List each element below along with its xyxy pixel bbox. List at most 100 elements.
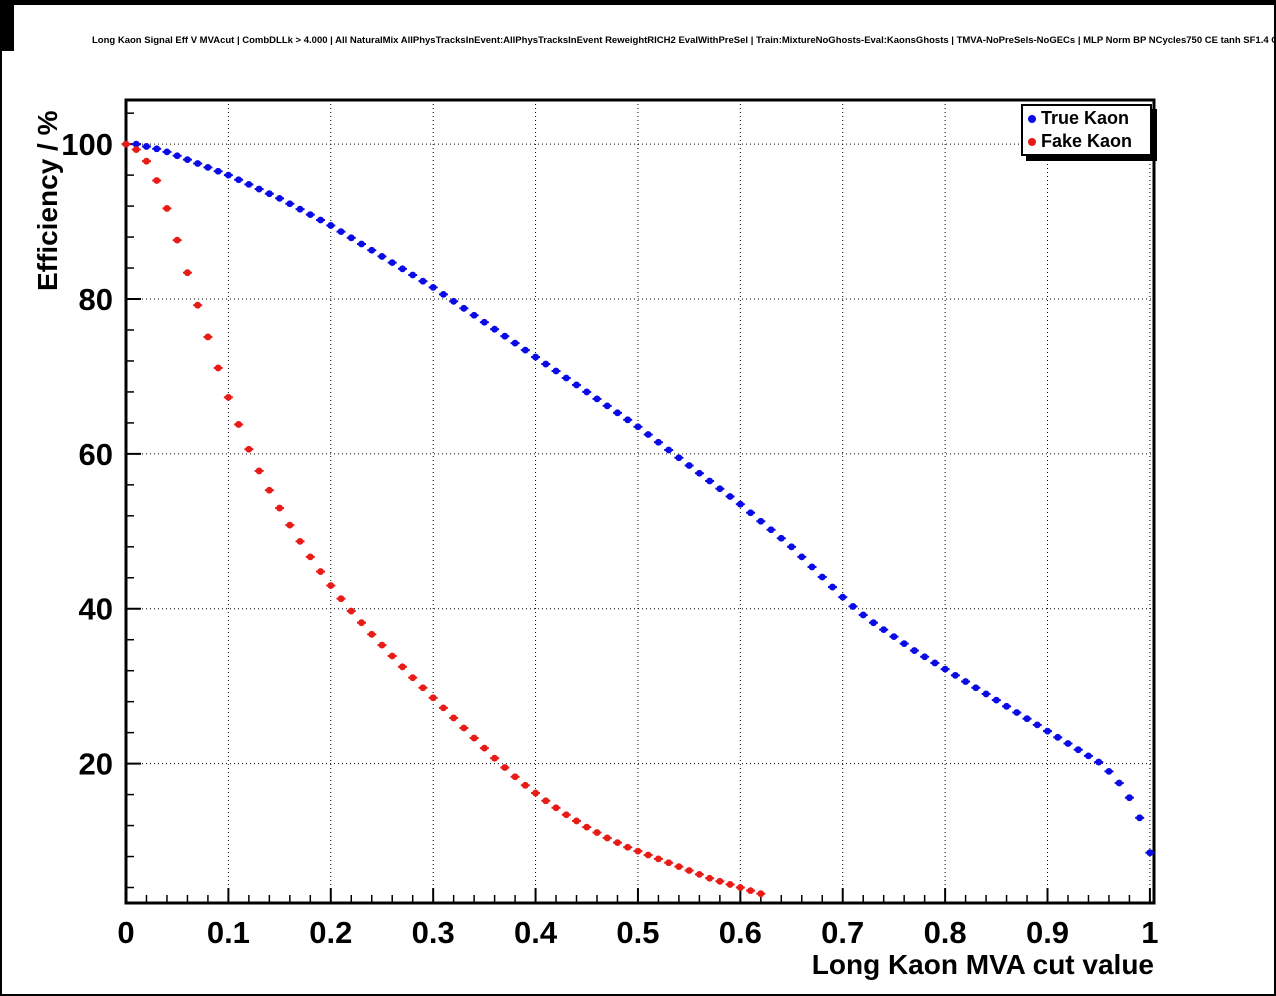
- data-point: [665, 859, 673, 867]
- data-point: [368, 630, 376, 638]
- data-point: [593, 829, 601, 836]
- data-point: [962, 678, 970, 685]
- data-point: [603, 834, 611, 842]
- data-point: [409, 674, 417, 682]
- data-point: [706, 874, 714, 882]
- data-point: [276, 504, 283, 512]
- data-point: [255, 467, 263, 475]
- data-point: [358, 619, 365, 627]
- data-point: [1033, 721, 1041, 729]
- data-point: [695, 469, 703, 477]
- data-point: [450, 714, 458, 722]
- data-point: [624, 416, 632, 424]
- data-point: [757, 517, 765, 525]
- data-point: [388, 259, 396, 267]
- data-point: [419, 684, 427, 692]
- data-point: [818, 573, 826, 581]
- data-point: [1074, 746, 1082, 754]
- data-point: [122, 140, 130, 148]
- x-tick-label: 0.1: [207, 915, 250, 950]
- data-point: [532, 353, 539, 361]
- data-point: [777, 534, 785, 542]
- data-point: [1115, 779, 1123, 787]
- data-point: [1126, 794, 1133, 802]
- data-point: [286, 200, 294, 208]
- data-point: [757, 890, 765, 898]
- data-point: [870, 619, 877, 627]
- data-point: [521, 781, 529, 789]
- x-tick-label: 0.5: [616, 915, 659, 950]
- data-point: [204, 333, 212, 341]
- data-point: [429, 694, 437, 702]
- data-point: [184, 269, 191, 277]
- data-point: [306, 553, 314, 561]
- data-point: [163, 148, 171, 156]
- data-point: [747, 509, 754, 517]
- data-point: [675, 863, 683, 871]
- data-point: [859, 611, 867, 619]
- data-point: [245, 445, 253, 453]
- data-point: [1044, 727, 1051, 735]
- x-tick-label: 0: [117, 915, 134, 950]
- x-tick-label: 0.4: [514, 915, 558, 950]
- data-point: [1136, 814, 1144, 822]
- data-point: [665, 446, 673, 454]
- data-point: [624, 843, 632, 851]
- data-point: [655, 855, 662, 863]
- data-point: [972, 684, 980, 692]
- legend-entry-fake-kaon: Fake Kaon: [1023, 130, 1150, 153]
- data-point: [511, 773, 519, 781]
- data-point: [542, 360, 550, 368]
- data-point: [327, 582, 335, 589]
- data-point: [1095, 758, 1103, 766]
- data-point: [798, 553, 806, 561]
- data-point: [716, 485, 724, 493]
- data-point: [194, 301, 202, 309]
- data-point: [224, 171, 232, 179]
- data-point: [1064, 740, 1072, 747]
- x-tick-label: 0.7: [821, 915, 864, 950]
- data-point: [173, 152, 181, 160]
- data-point: [951, 671, 959, 679]
- true-kaon-marker-icon: [1028, 114, 1036, 123]
- data-point: [153, 145, 161, 153]
- data-point: [726, 493, 734, 500]
- data-point: [409, 271, 417, 279]
- x-tick-label: 0.6: [719, 915, 762, 950]
- data-point: [685, 867, 693, 874]
- data-point: [552, 367, 560, 375]
- data-point: [358, 240, 365, 248]
- data-point: [521, 346, 529, 354]
- data-point: [337, 595, 345, 603]
- y-tick-label: 100: [61, 127, 113, 162]
- x-tick-label: 1: [1141, 915, 1158, 950]
- data-point: [265, 486, 273, 494]
- plot-title: Long Kaon Signal Eff V MVAcut | CombDLLk…: [92, 35, 1276, 46]
- chart-plot-area: 0 0.1 0.2 0.3 0.4 0.5 0.6 0.7 0.8 0.9 1 20 40 60 80 100: [61, 98, 1159, 950]
- data-point: [419, 277, 427, 285]
- data-point: [511, 339, 519, 347]
- data-point: [900, 640, 908, 647]
- data-point: [685, 462, 693, 469]
- y-tick-label: 40: [79, 592, 113, 627]
- legend-label-fake-kaon: Fake Kaon: [1041, 131, 1133, 151]
- data-point: [695, 870, 703, 878]
- data-point: [849, 603, 857, 610]
- data-point: [788, 543, 795, 551]
- data-point: [655, 438, 662, 446]
- data-point: [214, 364, 222, 372]
- data-point: [829, 583, 836, 591]
- data-point: [440, 290, 447, 298]
- data-point: [573, 817, 580, 825]
- data-point: [767, 526, 775, 534]
- data-point: [163, 205, 171, 212]
- data-point: [368, 246, 376, 254]
- data-point: [378, 253, 386, 260]
- data-point: [921, 653, 929, 661]
- data-point: [440, 704, 447, 712]
- data-point: [491, 325, 499, 333]
- data-point: [132, 140, 140, 148]
- data-point: [644, 431, 652, 438]
- data-point: [644, 851, 652, 859]
